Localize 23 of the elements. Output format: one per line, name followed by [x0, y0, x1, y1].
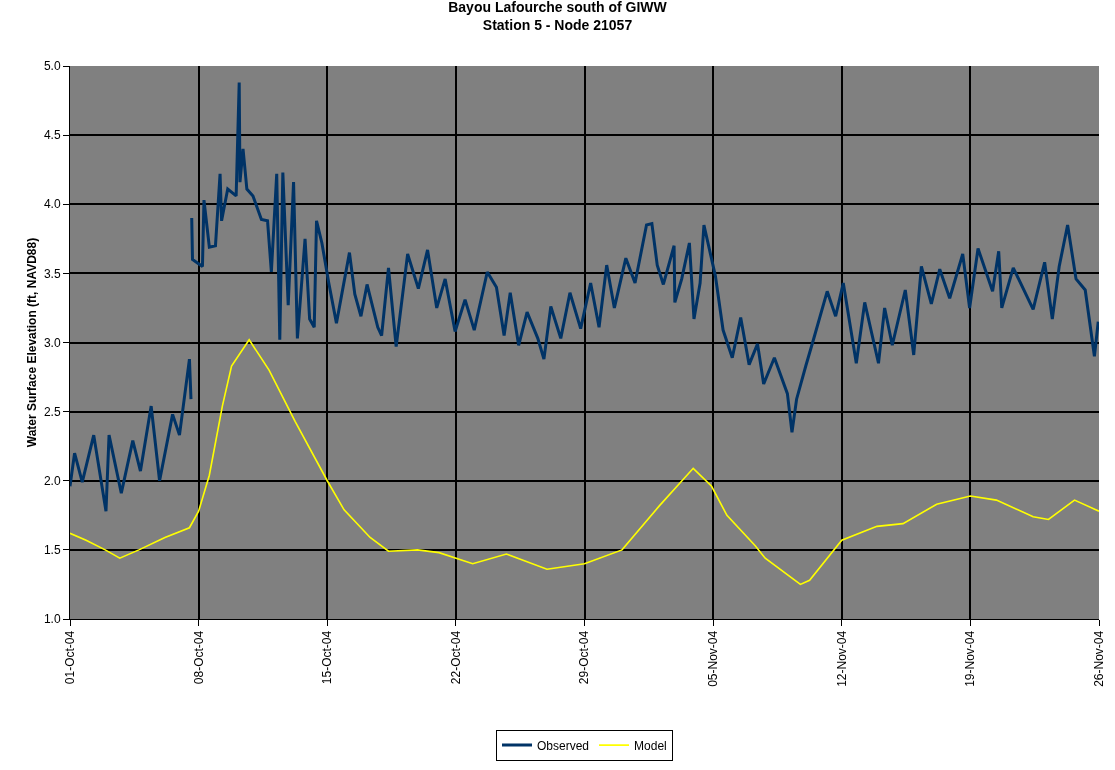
y-tick-label: 4.0	[43, 197, 61, 212]
y-tick-label: 1.0	[43, 612, 61, 627]
y-tick-label: 1.5	[43, 543, 61, 558]
x-tick-label: 15-Oct-04	[320, 630, 335, 685]
x-tick-label: 08-Oct-04	[191, 630, 206, 685]
legend-label: Model	[634, 738, 667, 753]
x-tick-label: 19-Nov-04	[963, 630, 978, 687]
y-tick-label: 2.0	[43, 473, 61, 488]
y-tick-label: 3.5	[43, 266, 61, 281]
x-tick-label: 29-Oct-04	[577, 630, 592, 685]
y-axis-title: Water Surface Elevation (ft, NAVD88)	[25, 237, 39, 448]
x-tick-label: 12-Nov-04	[834, 630, 849, 687]
x-tick-label: 05-Nov-04	[706, 630, 721, 687]
legend-label: Observed	[537, 738, 590, 753]
x-tick-label: 22-Oct-04	[448, 630, 463, 685]
chart-subtitle: Station 5 - Node 21057	[482, 16, 633, 33]
y-tick-label: 5.0	[43, 59, 61, 74]
y-tick-label: 3.0	[43, 335, 61, 350]
y-tick-label: 2.5	[43, 404, 61, 419]
y-tick-label: 4.5	[43, 128, 61, 143]
x-tick-label: 26-Nov-04	[1091, 630, 1106, 687]
x-tick-label: 01-Oct-04	[62, 630, 77, 685]
chart-title: Bayou Lafourche south of GIWW	[448, 0, 668, 15]
